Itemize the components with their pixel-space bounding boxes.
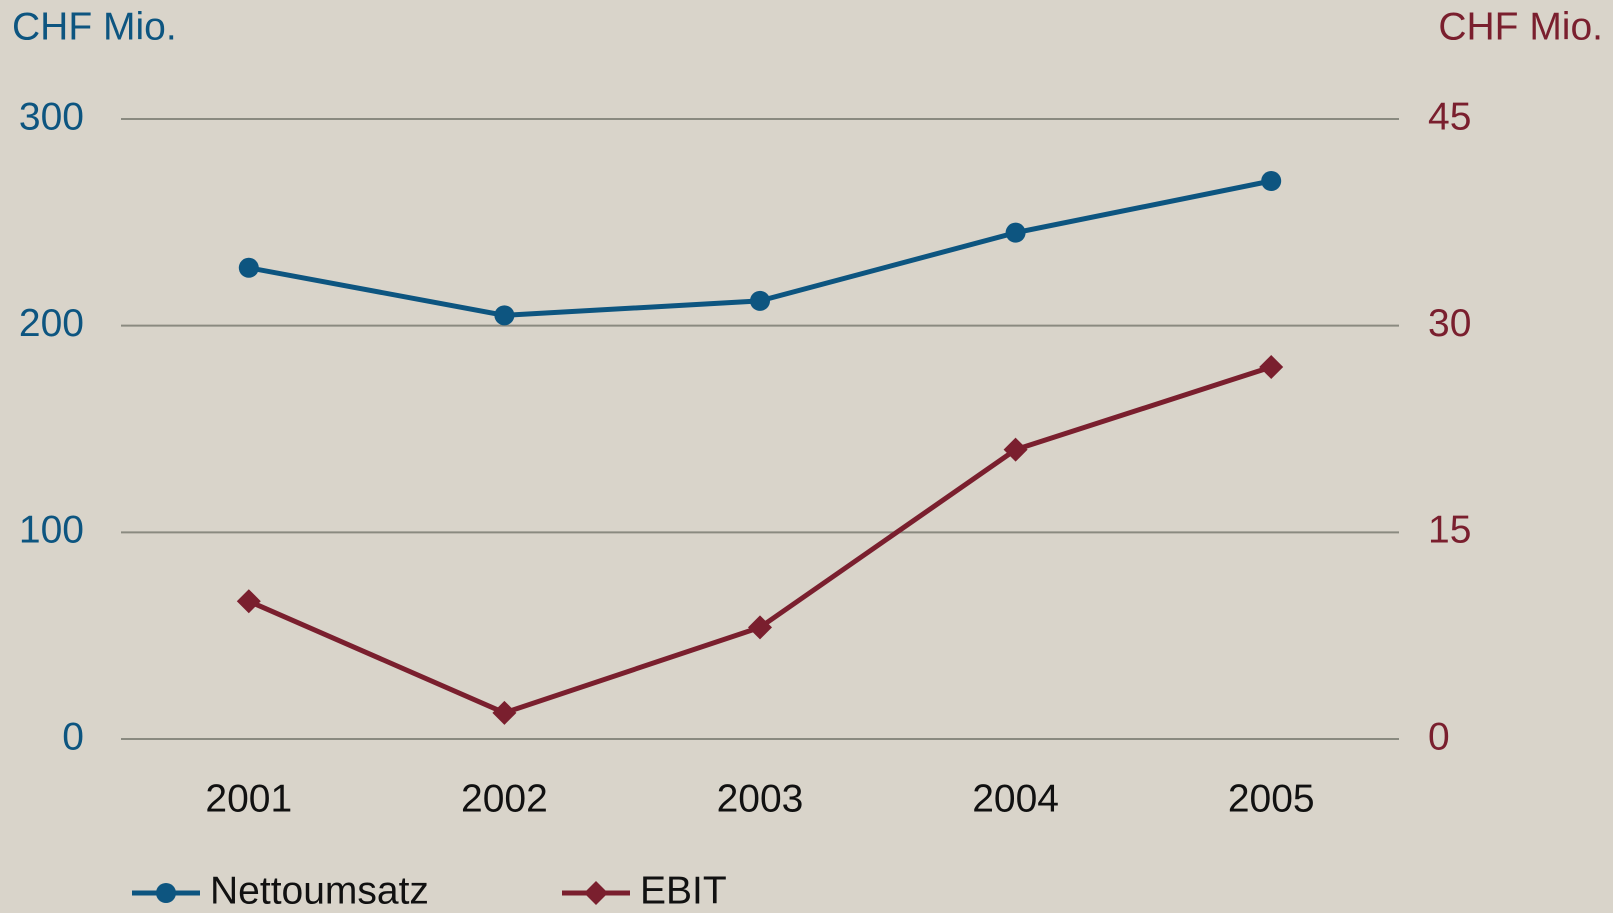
data-point <box>1003 437 1028 462</box>
y-tick-label: 200 <box>19 302 84 345</box>
legend-marker <box>584 881 608 905</box>
legend-label: Nettoumsatz <box>210 869 429 912</box>
y2-tick-label: 45 <box>1428 95 1471 138</box>
y-tick-label: 300 <box>19 95 84 138</box>
data-point <box>1261 171 1282 191</box>
x-tick-label: 2001 <box>205 777 292 820</box>
y-axis-label: CHF Mio. <box>12 5 177 48</box>
y2-axis-label: CHF Mio. <box>1438 5 1603 48</box>
data-point <box>748 615 772 640</box>
data-point <box>750 290 770 311</box>
x-tick-label: 2004 <box>972 777 1059 820</box>
data-point <box>492 700 517 725</box>
x-tick-label: 2002 <box>461 777 548 820</box>
y2-tick-label: 0 <box>1428 715 1450 758</box>
y-tick-label: 0 <box>62 715 84 758</box>
data-point <box>236 589 261 614</box>
x-tick-label: 2003 <box>717 777 804 820</box>
data-point <box>1259 355 1284 379</box>
data-point <box>494 305 515 326</box>
legend-marker <box>156 883 176 903</box>
legend-label: EBIT <box>640 869 727 912</box>
y2-tick-label: 15 <box>1428 509 1471 552</box>
data-point <box>238 257 259 278</box>
y-tick-label: 100 <box>19 509 84 552</box>
data-point <box>1005 222 1026 243</box>
y2-tick-label: 30 <box>1428 302 1471 345</box>
x-tick-label: 2005 <box>1228 777 1315 820</box>
